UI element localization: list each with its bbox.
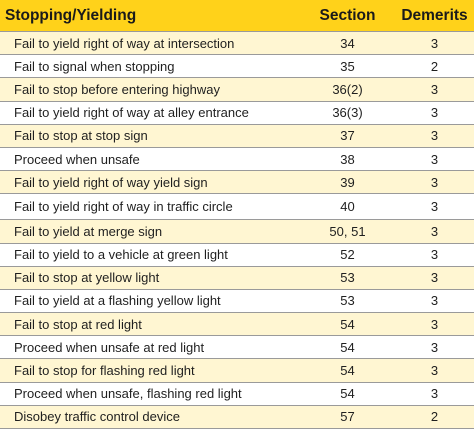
- row-section: 50, 51: [300, 219, 395, 243]
- table-row: Fail to yield right of way yield sign 39…: [0, 170, 474, 194]
- table-row: Fail to signal when stopping 35 2: [0, 54, 474, 78]
- row-description: Disobey traffic control device: [0, 404, 300, 429]
- table-row: Fail to stop at stop sign 37 3: [0, 123, 474, 148]
- row-description: Fail to yield right of way yield sign: [0, 170, 300, 194]
- row-section: 57: [300, 404, 395, 429]
- table-row: Proceed when unsafe 38 3: [0, 146, 474, 171]
- row-section: 39: [300, 170, 395, 194]
- table-row: Disobey traffic control device 57 2: [0, 404, 474, 429]
- header-description: Stopping/Yielding: [0, 0, 300, 32]
- row-demerits: 3: [395, 312, 474, 336]
- table-row: Fail to stop at yellow light 53 3: [0, 265, 474, 290]
- table-row: Fail to yield right of way at intersecti…: [0, 30, 474, 55]
- row-description: Fail to stop for flashing red light: [0, 358, 300, 383]
- row-description: Fail to yield right of way at intersecti…: [0, 30, 300, 55]
- row-section: 54: [300, 335, 395, 359]
- row-section: 53: [300, 265, 395, 290]
- row-demerits: 3: [395, 77, 474, 102]
- table-row: Fail to yield right of way in traffic ci…: [0, 193, 474, 220]
- row-section: 37: [300, 123, 395, 148]
- row-demerits: 3: [395, 170, 474, 194]
- row-description: Fail to stop at yellow light: [0, 265, 300, 290]
- row-description: Fail to yield at a flashing yellow light: [0, 288, 300, 313]
- row-demerits: 3: [395, 30, 474, 55]
- row-demerits: 2: [395, 54, 474, 78]
- table-row: Fail to stop at red light 54 3: [0, 312, 474, 336]
- row-description: Proceed when unsafe: [0, 146, 300, 171]
- row-description: Fail to yield right of way at alley entr…: [0, 100, 300, 125]
- row-demerits: 3: [395, 265, 474, 290]
- row-demerits: 3: [395, 193, 474, 220]
- row-description: Fail to stop at stop sign: [0, 123, 300, 148]
- row-description: Fail to yield at merge sign: [0, 219, 300, 243]
- row-section: 36(2): [300, 77, 395, 102]
- row-description: Fail to yield right of way in traffic ci…: [0, 193, 300, 220]
- row-demerits: 2: [395, 404, 474, 429]
- row-demerits: 3: [395, 100, 474, 125]
- row-demerits: 3: [395, 242, 474, 267]
- table-row: Fail to stop before entering highway 36(…: [0, 77, 474, 102]
- row-demerits: 3: [395, 146, 474, 171]
- row-demerits: 3: [395, 288, 474, 313]
- row-section: 34: [300, 30, 395, 55]
- table-row: Fail to yield at a flashing yellow light…: [0, 288, 474, 313]
- table-row: Fail to yield at merge sign 50, 51 3: [0, 219, 474, 243]
- row-description: Fail to stop at red light: [0, 312, 300, 336]
- row-description: Proceed when unsafe at red light: [0, 335, 300, 359]
- row-section: 38: [300, 146, 395, 171]
- row-section: 36(3): [300, 100, 395, 125]
- table-row: Fail to yield right of way at alley entr…: [0, 100, 474, 125]
- row-section: 53: [300, 288, 395, 313]
- row-section: 40: [300, 193, 395, 220]
- row-demerits: 3: [395, 381, 474, 406]
- row-section: 54: [300, 358, 395, 383]
- row-section: 35: [300, 54, 395, 78]
- row-demerits: 3: [395, 123, 474, 148]
- header-demerits: Demerits: [395, 0, 474, 32]
- row-demerits: 3: [395, 358, 474, 383]
- table-header-row: Stopping/Yielding Section Demerits: [0, 0, 474, 32]
- table-row: Proceed when unsafe, flashing red light …: [0, 381, 474, 406]
- row-demerits: 3: [395, 335, 474, 359]
- row-description: Fail to yield to a vehicle at green ligh…: [0, 242, 300, 267]
- row-section: 52: [300, 242, 395, 267]
- table-row: Fail to stop for flashing red light 54 3: [0, 358, 474, 383]
- row-section: 54: [300, 312, 395, 336]
- table-row: Proceed when unsafe at red light 54 3: [0, 335, 474, 359]
- row-demerits: 3: [395, 219, 474, 243]
- row-description: Fail to stop before entering highway: [0, 77, 300, 102]
- row-section: 54: [300, 381, 395, 406]
- table-row: Fail to yield to a vehicle at green ligh…: [0, 242, 474, 267]
- header-section: Section: [300, 0, 395, 32]
- row-description: Proceed when unsafe, flashing red light: [0, 381, 300, 406]
- row-description: Fail to signal when stopping: [0, 54, 300, 78]
